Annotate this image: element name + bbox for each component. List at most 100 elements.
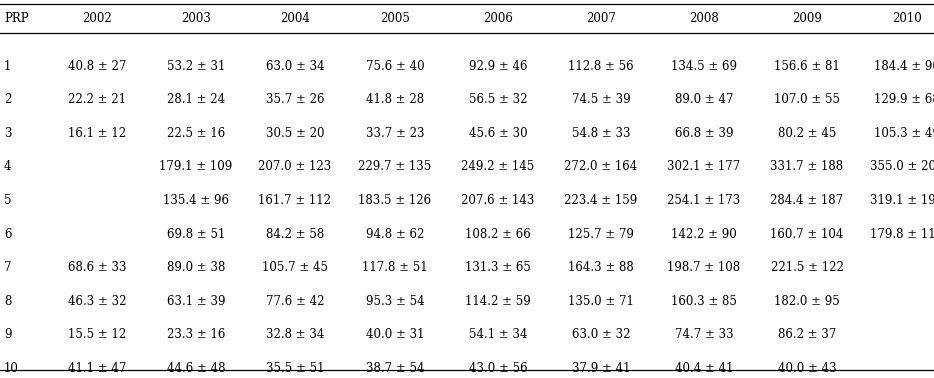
Text: 229.7 ± 135: 229.7 ± 135	[359, 160, 432, 173]
Text: 2: 2	[4, 93, 11, 106]
Text: 5: 5	[4, 194, 11, 207]
Text: 135.0 ± 71: 135.0 ± 71	[568, 295, 634, 308]
Text: 107.0 ± 55: 107.0 ± 55	[774, 93, 840, 106]
Text: 331.7 ± 188: 331.7 ± 188	[771, 160, 843, 173]
Text: 2007: 2007	[586, 11, 616, 25]
Text: 105.7 ± 45: 105.7 ± 45	[262, 261, 328, 274]
Text: 37.9 ± 41: 37.9 ± 41	[572, 362, 630, 375]
Text: 3: 3	[4, 127, 11, 140]
Text: 43.0 ± 56: 43.0 ± 56	[469, 362, 528, 375]
Text: 198.7 ± 108: 198.7 ± 108	[668, 261, 741, 274]
Text: 2005: 2005	[380, 11, 410, 25]
Text: 32.8 ± 34: 32.8 ± 34	[266, 328, 324, 341]
Text: 6: 6	[4, 228, 11, 240]
Text: 92.9 ± 46: 92.9 ± 46	[469, 59, 528, 73]
Text: 15.5 ± 12: 15.5 ± 12	[68, 328, 126, 341]
Text: 23.3 ± 16: 23.3 ± 16	[167, 328, 225, 341]
Text: 179.8 ± 117: 179.8 ± 117	[870, 228, 934, 240]
Text: 105.3 ± 49: 105.3 ± 49	[874, 127, 934, 140]
Text: 9: 9	[4, 328, 11, 341]
Text: 8: 8	[4, 295, 11, 308]
Text: 164.3 ± 88: 164.3 ± 88	[568, 261, 634, 274]
Text: 84.2 ± 58: 84.2 ± 58	[266, 228, 324, 240]
Text: 112.8 ± 56: 112.8 ± 56	[568, 59, 634, 73]
Text: 54.8 ± 33: 54.8 ± 33	[572, 127, 630, 140]
Text: 207.6 ± 143: 207.6 ± 143	[461, 194, 534, 207]
Text: 10: 10	[4, 362, 19, 375]
Text: 142.2 ± 90: 142.2 ± 90	[672, 228, 737, 240]
Text: 63.0 ± 32: 63.0 ± 32	[572, 328, 630, 341]
Text: 2004: 2004	[280, 11, 310, 25]
Text: 53.2 ± 31: 53.2 ± 31	[167, 59, 225, 73]
Text: 184.4 ± 96: 184.4 ± 96	[874, 59, 934, 73]
Text: 2002: 2002	[82, 11, 112, 25]
Text: 46.3 ± 32: 46.3 ± 32	[68, 295, 126, 308]
Text: 40.0 ± 43: 40.0 ± 43	[778, 362, 836, 375]
Text: 74.7 ± 33: 74.7 ± 33	[674, 328, 733, 341]
Text: 95.3 ± 54: 95.3 ± 54	[366, 295, 424, 308]
Text: 16.1 ± 12: 16.1 ± 12	[68, 127, 126, 140]
Text: 80.2 ± 45: 80.2 ± 45	[778, 127, 836, 140]
Text: 54.1 ± 34: 54.1 ± 34	[469, 328, 528, 341]
Text: 2008: 2008	[689, 11, 719, 25]
Text: 272.0 ± 164: 272.0 ± 164	[564, 160, 638, 173]
Text: 129.9 ± 68: 129.9 ± 68	[874, 93, 934, 106]
Text: 284.4 ± 187: 284.4 ± 187	[771, 194, 843, 207]
Text: 221.5 ± 122: 221.5 ± 122	[771, 261, 843, 274]
Text: 40.4 ± 41: 40.4 ± 41	[674, 362, 733, 375]
Text: 69.8 ± 51: 69.8 ± 51	[167, 228, 225, 240]
Text: 2003: 2003	[181, 11, 211, 25]
Text: 77.6 ± 42: 77.6 ± 42	[266, 295, 324, 308]
Text: PRP: PRP	[4, 11, 29, 25]
Text: 44.6 ± 48: 44.6 ± 48	[167, 362, 225, 375]
Text: 302.1 ± 177: 302.1 ± 177	[668, 160, 741, 173]
Text: 75.6 ± 40: 75.6 ± 40	[366, 59, 424, 73]
Text: 117.8 ± 51: 117.8 ± 51	[362, 261, 428, 274]
Text: 125.7 ± 79: 125.7 ± 79	[568, 228, 634, 240]
Text: 89.0 ± 38: 89.0 ± 38	[167, 261, 225, 274]
Text: 2010: 2010	[892, 11, 922, 25]
Text: 28.1 ± 24: 28.1 ± 24	[167, 93, 225, 106]
Text: 35.7 ± 26: 35.7 ± 26	[266, 93, 324, 106]
Text: 355.0 ± 201: 355.0 ± 201	[870, 160, 934, 173]
Text: 2009: 2009	[792, 11, 822, 25]
Text: 2006: 2006	[483, 11, 513, 25]
Text: 45.6 ± 30: 45.6 ± 30	[469, 127, 528, 140]
Text: 41.1 ± 47: 41.1 ± 47	[68, 362, 126, 375]
Text: 68.6 ± 33: 68.6 ± 33	[68, 261, 126, 274]
Text: 134.5 ± 69: 134.5 ± 69	[671, 59, 737, 73]
Text: 179.1 ± 109: 179.1 ± 109	[160, 160, 233, 173]
Text: 56.5 ± 32: 56.5 ± 32	[469, 93, 528, 106]
Text: 30.5 ± 20: 30.5 ± 20	[266, 127, 324, 140]
Text: 38.7 ± 54: 38.7 ± 54	[366, 362, 424, 375]
Text: 114.2 ± 59: 114.2 ± 59	[465, 295, 531, 308]
Text: 35.5 ± 51: 35.5 ± 51	[266, 362, 324, 375]
Text: 249.2 ± 145: 249.2 ± 145	[461, 160, 534, 173]
Text: 4: 4	[4, 160, 11, 173]
Text: 63.1 ± 39: 63.1 ± 39	[167, 295, 225, 308]
Text: 156.6 ± 81: 156.6 ± 81	[774, 59, 840, 73]
Text: 89.0 ± 47: 89.0 ± 47	[674, 93, 733, 106]
Text: 40.8 ± 27: 40.8 ± 27	[68, 59, 126, 73]
Text: 94.8 ± 62: 94.8 ± 62	[366, 228, 424, 240]
Text: 1: 1	[4, 59, 11, 73]
Text: 108.2 ± 66: 108.2 ± 66	[465, 228, 531, 240]
Text: 22.5 ± 16: 22.5 ± 16	[167, 127, 225, 140]
Text: 254.1 ± 173: 254.1 ± 173	[668, 194, 741, 207]
Text: 40.0 ± 31: 40.0 ± 31	[366, 328, 424, 341]
Text: 161.7 ± 112: 161.7 ± 112	[259, 194, 332, 207]
Text: 86.2 ± 37: 86.2 ± 37	[778, 328, 836, 341]
Text: 66.8 ± 39: 66.8 ± 39	[674, 127, 733, 140]
Text: 22.2 ± 21: 22.2 ± 21	[68, 93, 126, 106]
Text: 160.3 ± 85: 160.3 ± 85	[671, 295, 737, 308]
Text: 223.4 ± 159: 223.4 ± 159	[564, 194, 638, 207]
Text: 7: 7	[4, 261, 11, 274]
Text: 74.5 ± 39: 74.5 ± 39	[572, 93, 630, 106]
Text: 319.1 ± 196: 319.1 ± 196	[870, 194, 934, 207]
Text: 183.5 ± 126: 183.5 ± 126	[359, 194, 432, 207]
Text: 41.8 ± 28: 41.8 ± 28	[366, 93, 424, 106]
Text: 63.0 ± 34: 63.0 ± 34	[265, 59, 324, 73]
Text: 160.7 ± 104: 160.7 ± 104	[771, 228, 843, 240]
Text: 207.0 ± 123: 207.0 ± 123	[259, 160, 332, 173]
Text: 135.4 ± 96: 135.4 ± 96	[163, 194, 229, 207]
